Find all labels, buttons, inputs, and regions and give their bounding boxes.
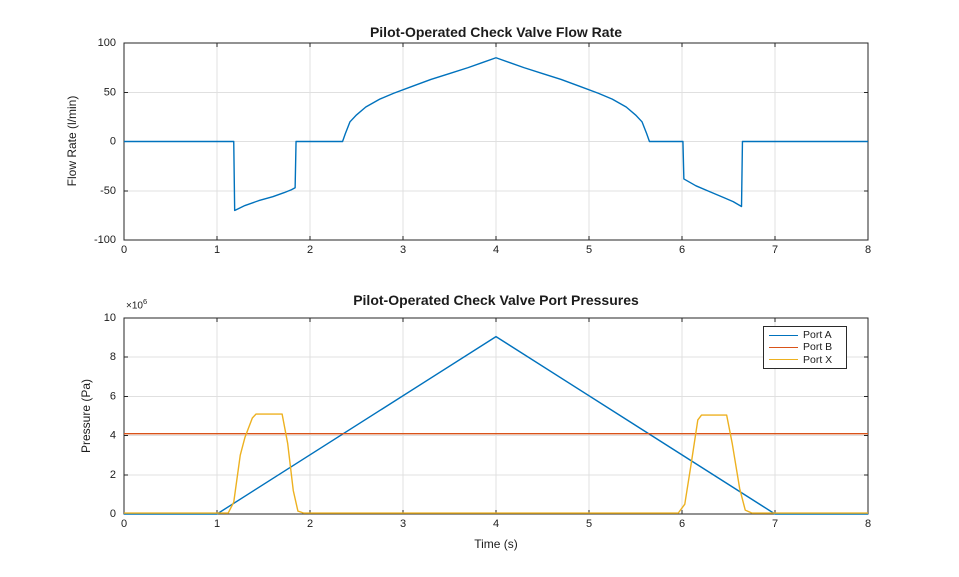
port-pressures-plot-area: 0 1 2 3 4 5 6 7 8 0 2 4 6 8 10 — [104, 312, 871, 530]
flow-rate-plot-area: 0 1 2 3 4 5 6 7 8 -100 -50 0 50 100 — [94, 37, 871, 256]
flow-chart-title: Pilot-Operated Check Valve Flow Rate — [369, 24, 623, 40]
x-tick-label: 4 — [493, 244, 499, 256]
x-tick-label: 6 — [679, 244, 685, 256]
x-tick-label: 6 — [679, 518, 685, 530]
x-tick-label: 5 — [586, 244, 592, 256]
x-tick-label: 8 — [865, 518, 871, 530]
x-tick-label: 8 — [865, 244, 871, 256]
pressure-chart-ylabel: Pressure (Pa) — [79, 378, 93, 454]
y-axis-multiplier: ×106 — [126, 297, 147, 311]
x-tick-label: 0 — [121, 244, 127, 256]
y-tick-label: 100 — [98, 37, 116, 49]
x-tick-label: 1 — [214, 244, 220, 256]
flow-chart-ylabel: Flow Rate (l/min) — [65, 95, 79, 187]
pressure-chart-title: Pilot-Operated Check Valve Port Pressure… — [353, 292, 639, 308]
y-tick-label: 6 — [110, 390, 116, 402]
multiplier-base: ×10 — [126, 300, 143, 312]
x-tick-label: 5 — [586, 518, 592, 530]
pressure-chart-xlabel: Time (s) — [474, 537, 518, 551]
legend-label-port-x: Port X — [803, 353, 833, 366]
x-tick-label: 7 — [772, 518, 778, 530]
legend-label-port-b: Port B — [803, 341, 833, 354]
legend-item-port-a: Port A — [769, 329, 842, 341]
y-tick-label: -50 — [100, 185, 116, 197]
y-tick-label: 10 — [104, 312, 116, 324]
y-tick-label: 2 — [110, 469, 116, 481]
x-tick-label: 2 — [307, 244, 313, 256]
y-tick-label: 50 — [104, 86, 116, 98]
legend-item-port-b: Port B — [769, 341, 842, 353]
x-tick-label: 0 — [121, 518, 127, 530]
series-line-port-x — [124, 413, 868, 514]
x-tick-label: 4 — [493, 518, 499, 530]
x-tick-label: 3 — [400, 518, 406, 530]
x-tick-label: 1 — [214, 518, 220, 530]
y-tick-label: 0 — [110, 136, 116, 148]
multiplier-exponent: 6 — [142, 297, 148, 306]
legend-item-port-x: Port X — [769, 354, 842, 366]
legend-line-swatch-port-x — [769, 359, 798, 361]
x-tick-label: 3 — [400, 244, 406, 256]
y-tick-label: -100 — [94, 234, 116, 246]
legend-line-swatch-port-b — [769, 346, 798, 348]
y-tick-label: 0 — [110, 508, 116, 520]
x-tick-label: 2 — [307, 518, 313, 530]
chart-legend: Port A Port B Port X — [763, 326, 847, 369]
y-tick-label: 4 — [110, 430, 116, 442]
legend-line-swatch-port-a — [769, 334, 798, 336]
series-line-flow-rate — [124, 57, 868, 212]
y-tick-label: 8 — [110, 351, 116, 363]
x-tick-label: 7 — [772, 244, 778, 256]
legend-label-port-a: Port A — [803, 328, 832, 341]
series-line-port-a — [124, 335, 868, 515]
